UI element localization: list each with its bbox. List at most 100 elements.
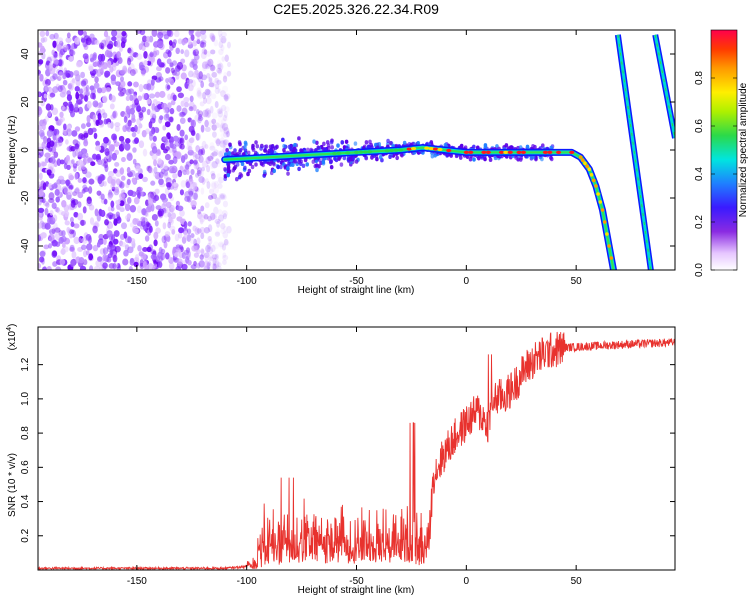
spectrogram-noise-point	[38, 234, 42, 242]
spectrogram-noise-point	[115, 199, 121, 205]
spectrogram-noise-point	[201, 74, 207, 81]
spectrogram-noise-point	[51, 202, 57, 210]
spectrogram-noise-point	[50, 230, 57, 238]
spectrogram-noise-point	[211, 35, 216, 43]
spectrogram-noise-point	[73, 211, 79, 218]
spectrogram-noise-point	[123, 231, 128, 239]
spectrogram-noise-point	[78, 88, 84, 95]
spectrogram-noise-point	[63, 123, 67, 131]
spectrogram-noise-point	[74, 150, 79, 157]
spectrogram-noise-point	[43, 85, 49, 94]
spectrogram-noise-point	[109, 66, 114, 73]
spectrogram-noise-point	[64, 220, 70, 226]
spectrogram-hot-point	[569, 150, 575, 154]
spectrogram-noise-point	[223, 139, 229, 146]
spectrogram-noise-point	[124, 203, 131, 212]
spectrogram-hot-point	[437, 147, 443, 152]
spectrogram-halo-point	[342, 155, 347, 161]
spectrogram-noise-point	[95, 140, 101, 147]
spectrogram-halo-point	[386, 138, 390, 144]
spectrogram-halo-point	[286, 171, 290, 176]
spectrogram-noise-point	[219, 194, 226, 201]
spectrogram-noise-point	[154, 220, 159, 227]
colorbar: 0.0 0.2 0.4 0.6 0.8 Normalized spectral ampl…	[694, 29, 749, 277]
spectrogram-halo-point	[388, 154, 392, 160]
spectrogram-noise-point	[40, 45, 45, 54]
spectrogram-noise-point	[187, 70, 194, 78]
spectrogram-noise-point	[196, 262, 201, 269]
spectrogram-noise-point	[94, 39, 100, 46]
spectrogram-noise-point	[108, 144, 115, 152]
spectrogram-halo-point	[321, 161, 326, 166]
snr-ticks: -150 -100 -50 0 50 0.2 0.4 0.6 0.8 1.0 1.2	[20, 327, 675, 587]
spectrogram-noise-point	[109, 103, 115, 110]
spectrogram-noise-point	[38, 262, 42, 269]
spectrogram-noise-point	[217, 30, 223, 38]
spectrogram-noise-point	[219, 122, 224, 129]
spectrogram-noise-point	[38, 222, 42, 229]
spectrogram-noise-point	[169, 206, 174, 213]
spectrogram-noise-point	[205, 59, 212, 68]
spectrogram-noise-point	[187, 221, 192, 227]
spectrogram-noise-point	[68, 101, 73, 109]
spectrogram-noise-point	[192, 47, 199, 53]
spectrogram-noise-point	[38, 124, 43, 131]
spectrogram-noise-point	[220, 44, 225, 52]
spectrogram-noise-point	[210, 173, 216, 180]
spectrogram-noise-point	[206, 262, 211, 270]
spectrogram-noise-point	[217, 62, 224, 71]
spectrogram-noise-point	[200, 80, 205, 89]
spectrogram-noise-point	[196, 167, 202, 175]
spectrogram-noise-point	[142, 148, 148, 157]
spectrogram-noise-point	[72, 163, 78, 169]
spectrogram-noise-point	[204, 126, 211, 133]
spectrogram-halo-point	[317, 164, 321, 169]
spectrogram-noise-point	[82, 53, 89, 60]
colorbar-label: Normalized spectral amplitude	[738, 82, 749, 217]
spectrogram-noise-point	[225, 131, 230, 138]
spectrogram-noise-point	[216, 220, 221, 228]
spectrogram-halo-point	[316, 145, 321, 150]
spectrogram-halo-point	[366, 144, 371, 149]
snr-x-tick-label: -100	[237, 576, 257, 587]
spectrogram-noise-point	[213, 206, 219, 215]
spectrogram-noise-point	[151, 103, 156, 111]
spectrogram-noise-point	[133, 81, 139, 88]
spectrogram-noise-point	[48, 140, 55, 148]
spectrogram-noise-point	[100, 158, 107, 167]
spectrogram-noise-point	[67, 188, 73, 196]
spectrogram-noise-point	[196, 249, 201, 255]
spectrogram-noise-point	[218, 150, 224, 158]
spectrogram-noise-point	[214, 137, 221, 144]
snr-frame	[37, 326, 676, 571]
spectrogram-halo-point	[275, 144, 279, 150]
spectrogram-noise-point	[175, 47, 180, 55]
spectrogram-noise-point	[123, 115, 128, 124]
spectrogram-noise-point	[224, 106, 230, 113]
spectrogram-halo-point	[354, 159, 359, 164]
spectrogram-noise-point	[44, 83, 50, 92]
spectrogram-noise-point	[77, 201, 82, 208]
spectrogram-noise-point	[114, 125, 120, 132]
spectrogram-noise-point	[60, 247, 66, 255]
spectrogram-noise-point	[223, 241, 230, 247]
spectrogram-hot-point	[520, 150, 527, 154]
spectrogram-noise-point	[107, 206, 112, 212]
spectrogram-noise-point	[75, 256, 81, 264]
spectrogram-noise-point	[93, 82, 100, 89]
spectrogram-noise-point	[86, 100, 92, 109]
spectrogram-noise-point	[83, 187, 90, 193]
spectrogram-noise-point	[57, 210, 64, 215]
spectrogram-noise-point	[214, 253, 219, 261]
spectrogram-noise-point	[176, 124, 181, 131]
spectrogram-halo-point	[276, 164, 280, 170]
spectrogram-noise-point	[167, 212, 172, 218]
spectrogram-noise-point	[127, 68, 132, 74]
spectrogram-noise-point	[213, 186, 219, 194]
spectrogram-noise-point	[107, 60, 112, 69]
spectrogram-noise-point	[208, 213, 215, 221]
spectrogram-noise-point	[77, 159, 84, 166]
spectrogram-noise-point	[51, 228, 56, 235]
spectrogram-noise-point	[214, 122, 221, 129]
spectrogram-noise-point	[223, 93, 229, 102]
